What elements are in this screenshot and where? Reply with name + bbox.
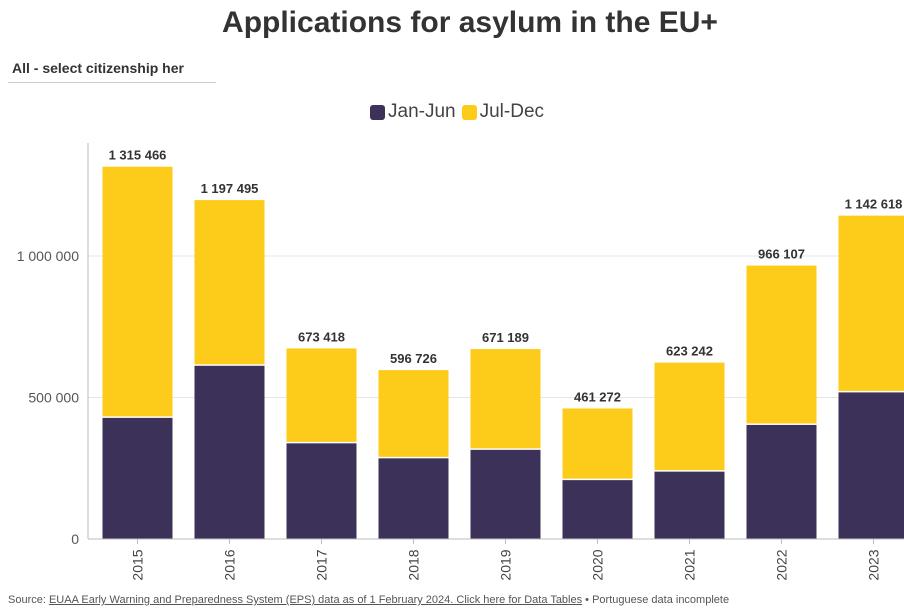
x-tick-label: 2017 <box>314 549 330 580</box>
source-suffix: • Portuguese data incomplete <box>582 594 730 606</box>
y-tick-label: 500 000 <box>28 390 79 406</box>
citizenship-select[interactable]: All - select citizenship her <box>8 56 216 83</box>
total-label: 1 315 466 <box>109 148 167 163</box>
source-note: Source: EUAA Early Warning and Preparedn… <box>8 594 729 606</box>
bar-jan-jun <box>194 365 265 539</box>
bar-jan-jun <box>562 480 633 539</box>
source-link[interactable]: EUAA Early Warning and Preparedness Syst… <box>48 594 583 606</box>
legend-swatch-jul-dec <box>461 104 477 120</box>
x-tick-label: 2015 <box>130 549 146 580</box>
bar-jul-dec <box>746 265 817 424</box>
citizenship-select-value: All - select citizenship her <box>12 60 184 76</box>
x-tick-label: 2020 <box>590 549 606 580</box>
total-label: 1 142 618 <box>845 197 903 212</box>
total-label: 623 242 <box>666 344 713 359</box>
bar-jan-jun <box>470 449 541 539</box>
legend-label-jul-dec: Jul-Dec <box>479 101 545 122</box>
x-tick-label: 2022 <box>774 549 790 580</box>
bar-jul-dec <box>838 215 904 391</box>
bar-jan-jun <box>654 471 725 539</box>
total-label: 461 272 <box>574 389 621 404</box>
bar-jul-dec <box>102 166 173 417</box>
total-label: 596 726 <box>390 351 437 366</box>
legend-item-jul-dec[interactable]: Jul-Dec <box>461 101 545 123</box>
x-tick-label: 2019 <box>498 549 514 580</box>
x-tick-label: 2021 <box>682 549 698 580</box>
legend-item-jan-jun[interactable]: Jan-Jun <box>370 101 456 123</box>
bar-jul-dec <box>194 200 265 365</box>
total-label: 1 197 495 <box>201 181 259 196</box>
source-prefix: Source: <box>8 594 49 606</box>
bar-chart: 0 500 000 1 000 000 1 315 466 2015 1 197 495 2… <box>17 143 904 581</box>
chart-legend: Jan-Jun Jul-Dec <box>370 100 550 124</box>
legend-label-jan-jun: Jan-Jun <box>388 101 456 122</box>
y-tick-label: 1 000 000 <box>17 248 79 264</box>
bar-jul-dec <box>654 362 725 471</box>
bar-jan-jun <box>838 392 904 539</box>
bar-jan-jun <box>378 458 449 539</box>
x-tick-label: 2016 <box>222 549 238 580</box>
bar-jan-jun <box>286 443 357 539</box>
total-label: 966 107 <box>758 247 805 262</box>
bar-jul-dec <box>378 370 449 457</box>
total-label: 671 189 <box>482 330 529 345</box>
bar-jan-jun <box>102 417 173 539</box>
x-tick-label: 2018 <box>406 549 422 580</box>
x-tick-label: 2023 <box>866 549 882 580</box>
bar-jan-jun <box>746 424 817 539</box>
y-tick-label: 0 <box>71 531 79 547</box>
legend-swatch-jan-jun <box>370 104 385 120</box>
bar-jul-dec <box>562 408 633 479</box>
bar-jul-dec <box>470 349 541 449</box>
total-label: 673 418 <box>298 329 345 344</box>
bar-jul-dec <box>286 348 357 442</box>
chart-title: Applications for asylum in the EU+ <box>222 6 718 39</box>
